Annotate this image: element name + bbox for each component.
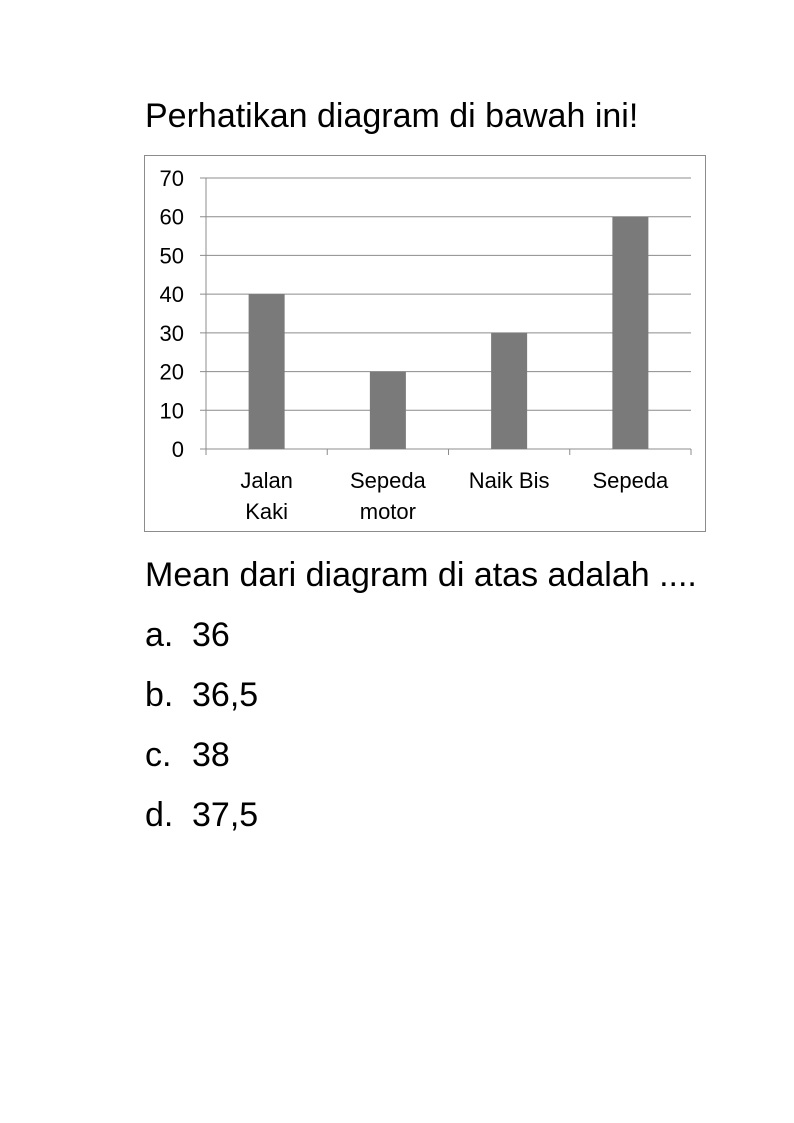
bar — [248, 294, 285, 449]
x-category-label: Kaki — [245, 499, 288, 524]
y-tick-label: 40 — [160, 282, 184, 307]
y-tick-label: 60 — [160, 205, 184, 230]
option-text: 36 — [192, 616, 230, 654]
question-text: Mean dari diagram di atas adalah .... — [145, 556, 697, 594]
option-c[interactable]: c. 38 — [145, 735, 258, 795]
instruction-text: Perhatikan diagram di bawah ini! — [145, 97, 639, 135]
bar-chart: 0 10 20 30 40 50 60 70 Jalan Kaki Sepeda motor Naik … — [144, 155, 706, 532]
y-tick-label: 0 — [172, 437, 184, 462]
x-category-label: Sepeda — [350, 468, 427, 493]
bar-chart-svg: 0 10 20 30 40 50 60 70 Jalan Kaki Sepeda motor Naik … — [160, 166, 692, 524]
option-text: 38 — [192, 736, 230, 774]
bar — [369, 371, 406, 449]
option-letter: c. — [145, 736, 172, 774]
y-tick-label: 20 — [160, 360, 184, 385]
y-tick-label: 70 — [160, 166, 184, 191]
option-letter: a. — [145, 616, 174, 654]
option-a[interactable]: a. 36 — [145, 615, 258, 675]
y-tick-label: 10 — [160, 398, 184, 423]
x-category-label: Sepeda — [592, 468, 669, 493]
option-text: 37,5 — [192, 796, 259, 834]
bar — [491, 332, 528, 449]
y-tick-label: 50 — [160, 243, 184, 268]
y-tick-label: 30 — [160, 321, 184, 346]
x-category-label: Naik Bis — [469, 468, 550, 493]
option-text: 36,5 — [192, 676, 259, 714]
option-letter: d. — [145, 796, 174, 834]
option-letter: b. — [145, 676, 174, 714]
x-category-label: Jalan — [240, 468, 293, 493]
option-d[interactable]: d. 37,5 — [145, 795, 258, 855]
bar — [612, 216, 649, 449]
answer-options: a. 36 b. 36,5 c. 38 d. 37,5 — [145, 615, 258, 855]
x-category-label: motor — [360, 499, 416, 524]
option-b[interactable]: b. 36,5 — [145, 675, 258, 735]
